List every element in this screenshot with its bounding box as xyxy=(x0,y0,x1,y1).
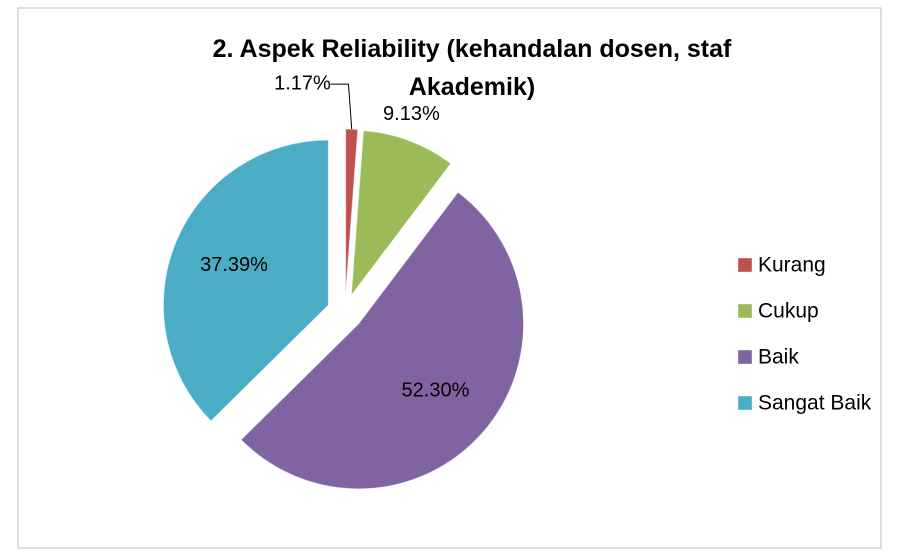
data-label: 1.17% xyxy=(274,72,331,94)
legend-label: Sangat Baik xyxy=(758,392,872,415)
pie-slice xyxy=(162,139,329,422)
legend-swatch xyxy=(737,257,753,273)
legend-label: Baik xyxy=(758,346,799,369)
legend-label: Kurang xyxy=(758,254,826,277)
data-label: 37.39% xyxy=(200,254,268,276)
pie-slice xyxy=(345,128,359,295)
legend-swatch xyxy=(737,349,753,365)
data-label: 52.30% xyxy=(402,380,470,402)
legend-swatch xyxy=(737,395,753,411)
legend-label: Cukup xyxy=(758,300,819,323)
data-label: 9.13% xyxy=(383,103,440,125)
chart-title: 2. Aspek Reliability (kehandalan dosen, … xyxy=(213,35,732,101)
leader-line xyxy=(330,83,353,130)
pie-slice xyxy=(350,130,452,297)
legend-swatch xyxy=(737,303,753,319)
pie-slice xyxy=(240,191,525,490)
